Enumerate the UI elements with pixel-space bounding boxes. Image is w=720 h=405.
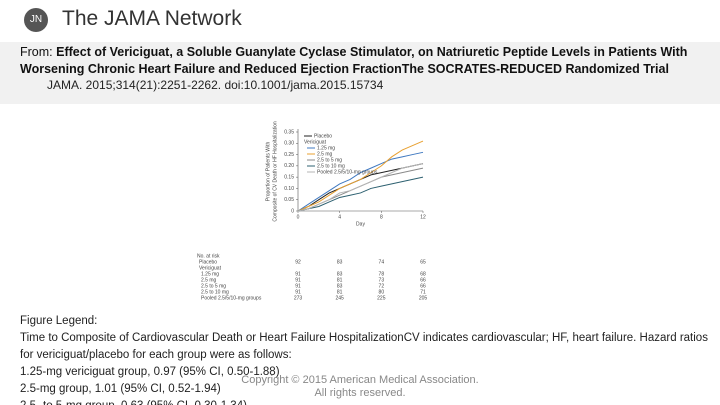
at-risk-value: 225 <box>377 295 386 301</box>
copyright-line: All rights reserved. <box>314 387 406 399</box>
at-risk-value: 205 <box>419 295 428 301</box>
figure-legend: Figure Legend: Time to Composite of Card… <box>20 313 710 405</box>
legend-line: 1.25-mg vericiguat group, 0.97 (95% CI, … <box>20 366 280 378</box>
at-risk-value: 245 <box>335 295 344 301</box>
legend-label: 1.25 mg <box>317 145 335 151</box>
x-tick-label: 4 <box>338 214 341 220</box>
at-risk-label: Pooled 2.5/5/10-mg groups <box>201 295 262 301</box>
y-tick-label: 0.30 <box>284 141 294 147</box>
at-risk-value: 68 <box>420 271 426 277</box>
legend-heading: Figure Legend: <box>20 315 98 327</box>
at-risk-value: 71 <box>420 289 426 295</box>
x-axis-label: Day <box>356 221 365 227</box>
at-risk-label: 1.25 mg <box>201 271 219 277</box>
at-risk-value: 78 <box>379 271 385 277</box>
y-tick-label: 0.10 <box>284 186 294 192</box>
at-risk-value: 83 <box>337 259 343 265</box>
at-risk-value: 66 <box>420 283 426 289</box>
series-line <box>297 151 424 212</box>
legend-label: Placebo <box>314 133 332 139</box>
legend-label: 2.5 to 10 mg <box>317 163 345 169</box>
at-risk-value: 74 <box>379 259 385 265</box>
at-risk-value: 65 <box>420 259 426 265</box>
at-risk-value: 72 <box>379 283 385 289</box>
y-axis-label: Composite of CV Death or HF Hospitalizat… <box>272 121 278 222</box>
series-line <box>297 163 424 212</box>
at-risk-subheading: Vericiguat <box>199 265 222 271</box>
y-axis-label: Proportion of Patients With <box>265 142 271 202</box>
legend-label: 2.5 to 5 mg <box>317 157 342 163</box>
at-risk-title: No. at risk <box>197 253 220 259</box>
legend-label: 2.5 mg <box>317 151 333 157</box>
legend-heading: Vericiguat <box>304 139 327 145</box>
x-tick-label: 8 <box>380 214 383 220</box>
at-risk-value: 92 <box>295 259 301 265</box>
legend-label: Pooled 2.5/5/10-mg groups <box>317 169 378 175</box>
series-line <box>297 140 424 212</box>
brand: The JAMA Network <box>62 7 242 30</box>
copyright: Copyright © 2015 American Medical Associ… <box>0 374 720 400</box>
at-risk-label: 2.5 to 5 mg <box>201 283 226 289</box>
y-tick-label: 0.15 <box>284 174 294 180</box>
y-tick-label: 0.05 <box>284 197 294 203</box>
at-risk-value: 66 <box>420 277 426 283</box>
y-tick-label: 0.35 <box>284 129 294 135</box>
at-risk-label: Placebo <box>199 259 217 265</box>
at-risk-label: 2.5 mg <box>201 277 217 283</box>
at-risk-value: 73 <box>379 277 385 283</box>
legend-line: 2.5-mg group, 1.01 (95% CI, 0.52-1.94) <box>20 383 221 395</box>
legend-line: Time to Composite of Cardiovascular Deat… <box>20 332 708 361</box>
logo: JN <box>24 8 48 32</box>
series-line <box>297 176 424 212</box>
at-risk-value: 273 <box>294 295 303 301</box>
at-risk-value: 80 <box>379 289 385 295</box>
citation: From: Effect of Vericiguat, a Soluble Gu… <box>20 44 710 78</box>
legend-line: 2.5- to 5-mg group, 0.63 (95% CI, 0.30-1… <box>20 398 710 405</box>
at-risk-value: 83 <box>337 271 343 277</box>
at-risk-value: 81 <box>337 289 343 295</box>
at-risk-value: 81 <box>337 277 343 283</box>
copyright-line: Copyright © 2015 American Medical Associ… <box>241 374 479 386</box>
at-risk-value: 91 <box>295 289 301 295</box>
source: JAMA. 2015;314(21):2251-2262. doi:10.100… <box>47 78 384 92</box>
at-risk-label: 2.5 to 10 mg <box>201 289 229 295</box>
at-risk-value: 91 <box>295 271 301 277</box>
title-band <box>0 42 720 104</box>
y-tick-label: 0.20 <box>284 163 294 169</box>
y-tick-label: 0.25 <box>284 152 294 158</box>
at-risk-value: 83 <box>337 283 343 289</box>
prefix: From: <box>20 45 53 59</box>
at-risk-value: 91 <box>295 283 301 289</box>
x-tick-label: 12 <box>420 214 426 220</box>
y-tick-label: 0 <box>291 208 294 214</box>
at-risk-value: 91 <box>295 277 301 283</box>
article-title: Effect of Vericiguat, a Soluble Guanylat… <box>20 45 688 76</box>
x-tick-label: 0 <box>297 214 300 220</box>
